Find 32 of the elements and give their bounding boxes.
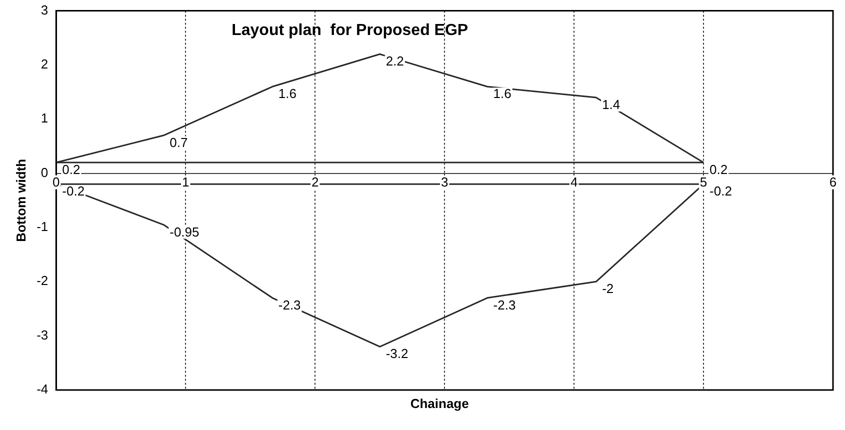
data-label: -3.2 [386,346,408,362]
data-label: -2 [602,281,614,296]
x-tick-label: 3 [440,174,448,190]
x-tick-label: 0 [52,174,60,190]
y-tick-label: -2 [36,273,48,288]
x-tick-label: 4 [570,174,578,190]
y-tick-label: 3 [40,2,48,18]
y-tick-label: 0 [40,164,48,180]
x-tick-label: 6 [829,174,837,190]
data-label: -0.2 [62,184,85,199]
y-tick-label: 1 [40,110,48,126]
data-label: 1.4 [602,97,620,112]
data-label: 1.6 [493,86,512,102]
data-label: 0.2 [62,162,80,178]
data-label: 0.7 [170,134,188,150]
y-axis-title: Bottom width [13,158,28,242]
x-axis-title: Chainage [410,396,469,412]
data-label: -0.2 [710,184,732,199]
x-tick-label: 2 [311,174,319,190]
data-label: 2.2 [386,54,404,69]
y-tick-label: 2 [40,56,48,72]
text: Layout plan for Proposed EGP [232,22,468,40]
y-tick-label: -1 [36,219,48,234]
data-label: 0.2 [710,162,728,178]
x-tick-label: 1 [182,174,190,190]
y-tick-label: -4 [36,382,48,397]
data-label: -0.95 [170,224,200,240]
y-tick-label: -3 [36,327,48,342]
data-label: -2.3 [493,297,516,312]
data-label: -2.3 [278,297,301,312]
data-label: 1.6 [278,86,296,102]
x-tick-label: 5 [700,174,708,190]
